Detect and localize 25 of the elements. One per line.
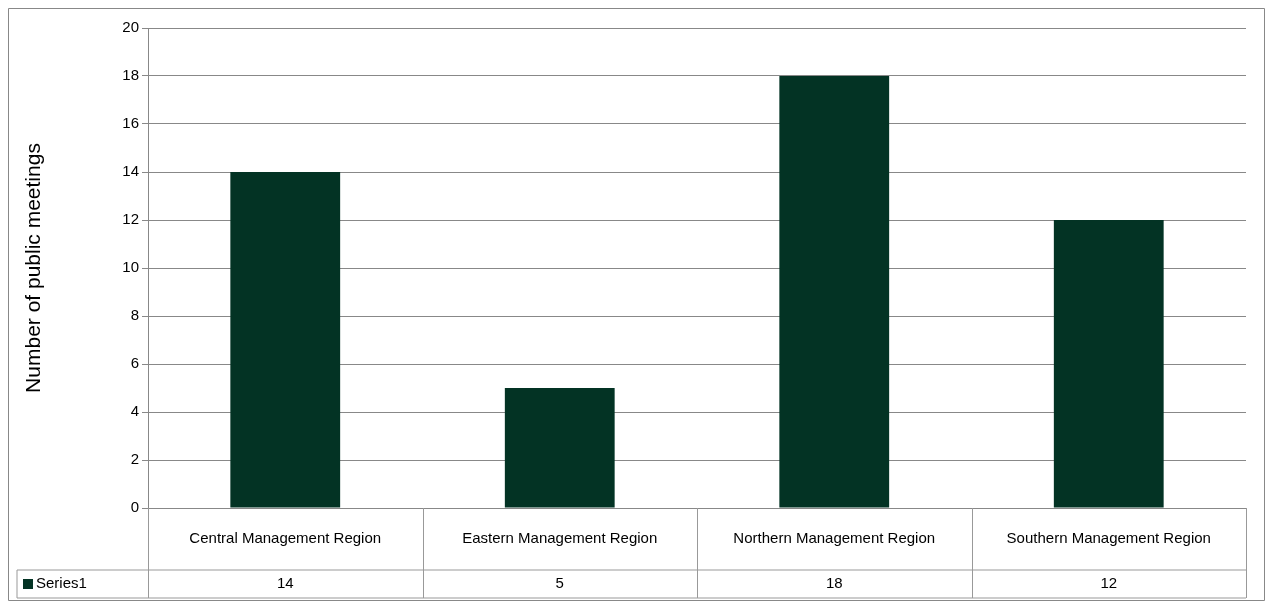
y-tick-label: 10 <box>122 258 139 276</box>
data-label: 14 <box>276 574 294 592</box>
y-tick-label: 20 <box>122 18 139 36</box>
bar <box>504 388 615 508</box>
data-label: 12 <box>1100 574 1118 592</box>
y-tick-label: 18 <box>122 66 139 84</box>
y-tick-label: 14 <box>122 162 139 180</box>
y-axis-title: Number of public meetings <box>21 143 45 393</box>
y-tick-label: 12 <box>122 210 139 228</box>
bar <box>230 172 341 508</box>
data-label: 18 <box>825 574 843 592</box>
y-tick-label: 6 <box>130 354 139 372</box>
legend-label: Series1 <box>36 574 87 592</box>
y-tick-label: 4 <box>130 402 139 420</box>
y-tick-label: 0 <box>130 498 139 516</box>
x-tick-label: Eastern Management Region <box>462 529 658 547</box>
y-tick-label: 16 <box>122 114 139 132</box>
y-tick-label: 2 <box>130 450 139 468</box>
x-tick-label: Southern Management Region <box>1006 529 1211 547</box>
x-tick-label: Northern Management Region <box>733 529 936 547</box>
bar <box>1053 220 1164 508</box>
bar <box>779 76 890 508</box>
y-tick-label: 8 <box>130 306 139 324</box>
data-label: 5 <box>555 574 564 592</box>
x-tick-label: Central Management Region <box>189 529 382 547</box>
